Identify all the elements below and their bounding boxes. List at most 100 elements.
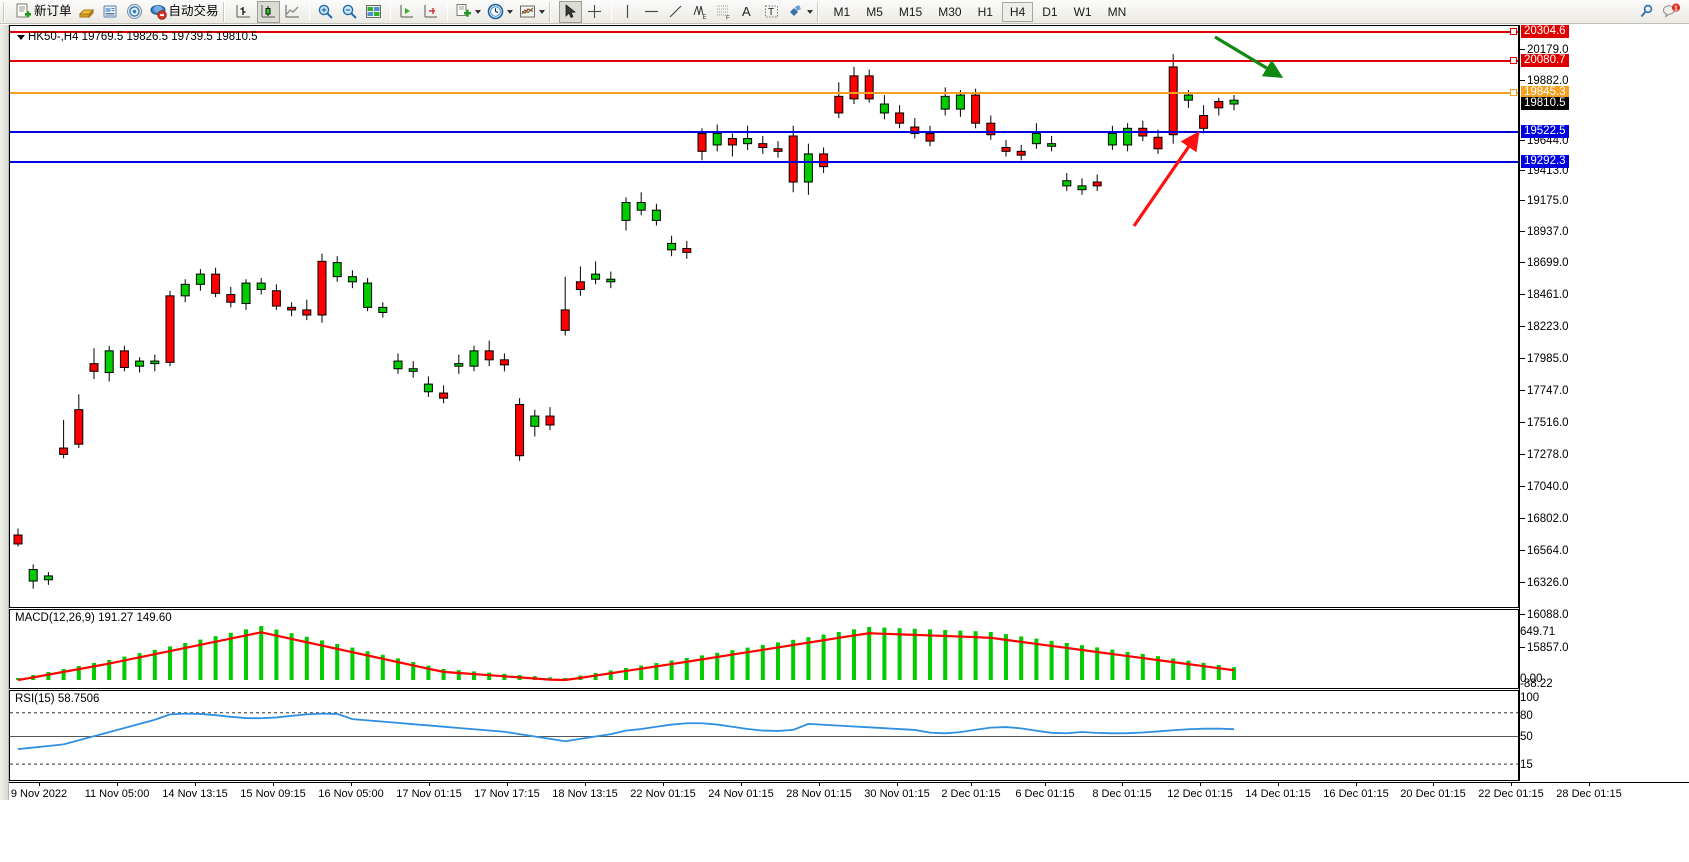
- time-tick-mark: [897, 783, 898, 786]
- templates-dropdown-arrow[interactable]: [538, 9, 545, 14]
- vertical-line-icon: [619, 3, 636, 20]
- time-tick-label: 17 Nov 17:15: [474, 788, 540, 800]
- symbol-dropdown-arrow-icon[interactable]: [17, 35, 25, 40]
- price-axis[interactable]: 20179.0 19882.0 19644.0 19413.0 19175.0 …: [1519, 25, 1689, 781]
- level-handle-19845-3[interactable]: [1510, 89, 1517, 96]
- search-button[interactable]: [1636, 1, 1658, 23]
- timeframe-h1[interactable]: H1: [977, 4, 993, 19]
- timeframe-d1[interactable]: D1: [1042, 4, 1058, 19]
- elliott-wave-button[interactable]: E: [689, 1, 711, 23]
- rsi-axis-80: 80: [1520, 710, 1533, 722]
- price-tick: 16088.0: [1520, 609, 1569, 621]
- toolbar-grip-1[interactable]: [3, 1, 9, 22]
- chart-vertical-scrollbar[interactable]: [0, 25, 9, 800]
- time-tick-mark: [39, 783, 40, 786]
- text-label-button[interactable]: T: [761, 1, 783, 23]
- elliott-wave-icon: E: [691, 3, 708, 21]
- timeframe-m15[interactable]: M15: [898, 4, 923, 19]
- zoom-out-button[interactable]: [339, 1, 361, 23]
- cursor-button[interactable]: [558, 0, 582, 23]
- gold-bars-icon: [78, 3, 95, 20]
- timeframe-m5[interactable]: M5: [866, 4, 883, 19]
- time-tick-mark: [507, 783, 508, 786]
- price-tick: 20179.0: [1520, 44, 1569, 56]
- new-order-button[interactable]: 新订单: [13, 1, 74, 23]
- period-dropdown-arrow[interactable]: [506, 9, 513, 14]
- price-badge-19845-3[interactable]: 19845.3: [1521, 86, 1569, 99]
- shapes-button[interactable]: [785, 1, 815, 23]
- macd-pane[interactable]: MACD(12,26,9) 191.27 149.60: [9, 609, 1519, 689]
- time-tick-label: 14 Nov 13:15: [162, 788, 228, 800]
- toolbar-grip-2[interactable]: [222, 1, 229, 22]
- chart-area[interactable]: HK50-,H4 19769.5 19826.5 19739.5 19810.5: [0, 25, 1689, 862]
- auto-trading-button[interactable]: 自动交易: [148, 1, 221, 23]
- crosshair-button[interactable]: [584, 1, 606, 23]
- trend-line-button[interactable]: [665, 1, 687, 23]
- line-chart-icon: [284, 3, 301, 20]
- level-line-19522-5[interactable]: [10, 131, 1518, 133]
- level-handle-20080-7[interactable]: [1510, 57, 1517, 64]
- toolbar-grip-4[interactable]: [816, 1, 823, 22]
- price-badge-19292-3[interactable]: 19292.3: [1521, 155, 1569, 168]
- signals-button[interactable]: [124, 1, 146, 23]
- add-indicator-button[interactable]: [453, 1, 483, 23]
- period-button[interactable]: [485, 1, 515, 23]
- add-indicator-dropdown-arrow[interactable]: [474, 9, 481, 14]
- line-chart-button[interactable]: [282, 1, 304, 23]
- toolbar-separator-3: [446, 2, 448, 21]
- horizontal-line-button[interactable]: [641, 1, 663, 23]
- auto-scroll-icon: [422, 3, 439, 20]
- crosshair-icon: [586, 3, 603, 20]
- toolbar-separator-4: [610, 2, 612, 21]
- level-handle-20304-6[interactable]: [1510, 28, 1517, 35]
- tile-windows-button[interactable]: [363, 1, 385, 23]
- text-button[interactable]: A: [737, 1, 759, 23]
- time-tick-label: 22 Dec 01:15: [1478, 788, 1544, 800]
- time-axis[interactable]: 9 Nov 2022 11 Nov 05:00 14 Nov 13:15 15 Nov…: [9, 782, 1689, 807]
- svg-text:F: F: [726, 16, 730, 21]
- shapes-dropdown-arrow[interactable]: [806, 9, 813, 14]
- news-button[interactable]: [100, 1, 122, 23]
- level-line-20080-7[interactable]: [10, 60, 1518, 62]
- fibonacci-button[interactable]: F: [713, 1, 735, 23]
- time-tick-mark: [741, 783, 742, 786]
- level-line-20304-6[interactable]: [10, 31, 1518, 33]
- templates-button[interactable]: [517, 1, 547, 23]
- price-badge-20080-7[interactable]: 20080.7: [1521, 54, 1569, 67]
- timeframe-mn[interactable]: MN: [1107, 4, 1127, 19]
- time-tick-mark: [351, 783, 352, 786]
- price-pane[interactable]: HK50-,H4 19769.5 19826.5 19739.5 19810.5: [9, 25, 1519, 608]
- svg-text:T: T: [768, 7, 774, 18]
- status-bar: [0, 837, 1689, 862]
- zoom-in-button[interactable]: [315, 1, 337, 23]
- level-line-19292-3[interactable]: [10, 161, 1518, 163]
- price-badge-19522-5[interactable]: 19522.5: [1521, 125, 1569, 138]
- bar-chart-button[interactable]: [233, 1, 255, 23]
- price-tick: 17040.0: [1520, 481, 1569, 493]
- rsi-pane[interactable]: RSI(15) 58.7506: [9, 690, 1519, 781]
- time-tick-label: 17 Nov 01:15: [396, 788, 462, 800]
- vertical-line-button[interactable]: [617, 1, 639, 23]
- timeframe-h4[interactable]: H4: [1001, 1, 1034, 22]
- auto-scroll-button[interactable]: [420, 1, 442, 23]
- alerts-button[interactable]: 1: [1660, 1, 1683, 23]
- symbol-ohlc-label: HK50-,H4 19769.5 19826.5 19739.5 19810.5: [28, 31, 258, 43]
- time-tick-mark: [273, 783, 274, 786]
- price-badge-20304-6[interactable]: 20304.6: [1521, 25, 1569, 38]
- toolbar-separator-1: [308, 2, 310, 21]
- candlestick-chart-button[interactable]: [256, 0, 280, 23]
- toolbar-grip-3[interactable]: [548, 1, 555, 22]
- price-tick: 16326.0: [1520, 577, 1569, 589]
- new-order-icon: [15, 3, 32, 20]
- chart-shift-button[interactable]: [396, 1, 418, 23]
- rsi-label: RSI(15) 58.7506: [15, 693, 100, 705]
- timeframe-m1[interactable]: M1: [833, 4, 851, 19]
- level-line-19845-3[interactable]: [10, 92, 1518, 94]
- price-tick: 18937.0: [1520, 226, 1569, 238]
- gold-bars-button[interactable]: [76, 1, 98, 23]
- time-tick-mark: [1511, 783, 1512, 786]
- svg-text:1: 1: [1674, 5, 1678, 12]
- macd-axis-min: -88.22: [1520, 678, 1553, 690]
- timeframe-m30[interactable]: M30: [938, 4, 962, 19]
- timeframe-w1[interactable]: W1: [1073, 4, 1092, 19]
